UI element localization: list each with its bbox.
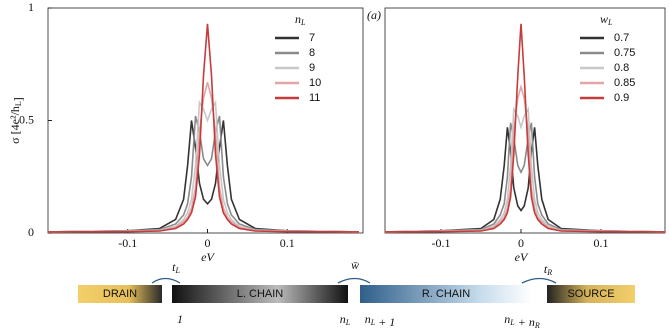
legend-label: 8 xyxy=(309,47,315,59)
series-line xyxy=(384,122,666,233)
legend-label: 0.8 xyxy=(614,62,629,74)
series-line xyxy=(47,23,360,233)
y-tick-label: 1 xyxy=(28,0,34,14)
coupling-label: tR xyxy=(544,262,552,277)
site-index-subscript: L xyxy=(370,318,376,327)
y-tick-label: 0 xyxy=(28,225,34,239)
site-index-subscript: R xyxy=(534,321,540,330)
site-index: nL + nR xyxy=(504,312,540,330)
x-tick-label: -0.1 xyxy=(118,236,137,250)
coupling-label-subscript: L xyxy=(174,266,180,275)
y-axis-label: σ [4e²/hL] xyxy=(8,97,25,144)
series-line xyxy=(384,106,666,233)
panel-label: (a) xyxy=(367,8,381,22)
coupling-arc xyxy=(521,277,557,284)
legend-title-subscript: L xyxy=(300,18,306,27)
site-index: nL xyxy=(340,312,351,327)
coupling-label: w̄ xyxy=(351,258,359,272)
legend-label: 0.75 xyxy=(614,47,635,59)
coupling-label-subscript: R xyxy=(546,268,552,277)
x-tick-label: 0.1 xyxy=(280,236,295,250)
source-block xyxy=(547,285,635,303)
right-chain-block xyxy=(360,285,532,303)
legend-title: wL xyxy=(600,12,613,27)
site-index: 1 xyxy=(177,312,183,326)
series-line xyxy=(384,127,666,233)
legend-label: 7 xyxy=(309,32,315,44)
site-index-part: n xyxy=(340,312,346,326)
coupling-label-part: w̄ xyxy=(351,258,359,272)
legend-label: 0.85 xyxy=(614,77,635,89)
legend-label: 0.7 xyxy=(614,32,629,44)
coupling-label-part: t xyxy=(544,262,548,276)
y-axis-label-part: σ [4e²/h xyxy=(8,106,22,144)
series-line xyxy=(47,99,360,233)
x-tick-label: -0.1 xyxy=(432,236,451,250)
legend-label: 0.9 xyxy=(614,92,629,104)
legend-label: 9 xyxy=(309,62,315,74)
legend-label: 11 xyxy=(309,92,320,104)
y-axis-label-subscript: L xyxy=(14,101,23,106)
drain-block xyxy=(78,285,162,303)
x-tick-label: 0 xyxy=(518,236,524,250)
block-label: SOURCE xyxy=(567,288,614,300)
coupling-arc xyxy=(337,277,371,284)
y-tick-label: 0.5 xyxy=(19,112,34,126)
x-axis-label: eV xyxy=(201,250,215,264)
series-line xyxy=(384,23,666,233)
y-axis-label-part: ] xyxy=(11,97,25,101)
legend-title: nL xyxy=(295,12,306,27)
x-axis-label: eV xyxy=(515,250,529,264)
series-line xyxy=(47,115,360,233)
site-index: nL + 1 xyxy=(365,312,396,329)
coupling-label: tL xyxy=(172,260,180,275)
legend-title-subscript: L xyxy=(607,18,613,27)
legend-title-part: w xyxy=(600,12,608,26)
x-tick-label: 0 xyxy=(204,236,210,250)
legend-label: 10 xyxy=(309,77,321,89)
series-line xyxy=(47,120,360,233)
site-index-subscript: L xyxy=(509,318,515,327)
series-line xyxy=(384,83,666,233)
site-index-part: + 1 xyxy=(375,315,395,329)
site-index-part: n xyxy=(365,312,371,326)
plot-frame xyxy=(384,7,666,234)
series-line xyxy=(47,82,360,233)
site-index-part: n xyxy=(504,312,510,326)
site-index-part: + n xyxy=(515,315,535,329)
x-tick-label: 0.1 xyxy=(594,236,609,250)
chain-diagram xyxy=(78,277,635,303)
block-label: DRAIN xyxy=(103,288,137,300)
coupling-label-part: t xyxy=(172,260,176,274)
coupling-arc xyxy=(151,277,181,284)
left-chain-block xyxy=(172,285,348,303)
site-index-part: 1 xyxy=(177,312,183,326)
block-label: L. CHAIN xyxy=(237,288,284,300)
block-label: R. CHAIN xyxy=(422,288,470,300)
site-index-subscript: L xyxy=(345,318,351,327)
legend-title-part: n xyxy=(295,12,301,26)
